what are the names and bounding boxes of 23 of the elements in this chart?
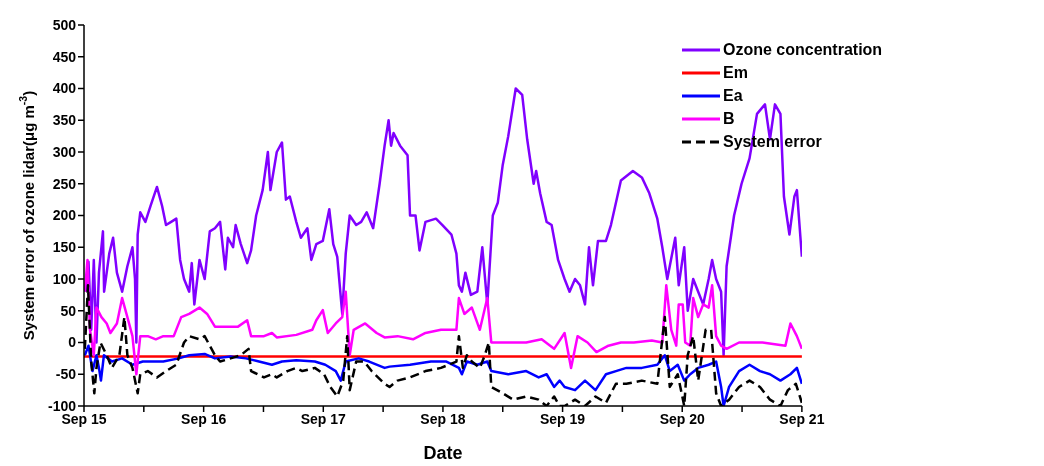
y-tick-label: 150 — [52, 239, 77, 256]
x-axis-title: Date — [423, 443, 463, 463]
legend-label: Ea — [723, 86, 743, 105]
y-tick-label: 350 — [52, 112, 77, 129]
y-tick-label: 500 — [52, 16, 77, 33]
y-tick-label: 0 — [68, 334, 77, 351]
x-tick-label: Sep 17 — [300, 410, 347, 427]
y-tick-label: 250 — [52, 175, 77, 192]
y-tick-label: 100 — [52, 270, 77, 287]
y-tick-label: 50 — [60, 302, 77, 319]
x-tick-label: Sep 19 — [540, 410, 586, 427]
legend-label: B — [723, 109, 735, 128]
x-tick-label: Sep 20 — [659, 410, 706, 427]
legend-label: Ozone concentration — [723, 40, 883, 59]
x-tick-label: Sep 18 — [420, 410, 466, 427]
y-tick-label: -50 — [55, 366, 77, 383]
y-tick-label: 450 — [52, 48, 77, 65]
x-tick-label: Sep 21 — [779, 410, 825, 427]
x-tick-label: Sep 16 — [181, 410, 227, 427]
legend-label: Em — [723, 63, 748, 82]
y-tick-label: 200 — [52, 207, 77, 224]
y-tick-label: 300 — [52, 143, 77, 160]
y-tick-label: 400 — [52, 80, 77, 97]
